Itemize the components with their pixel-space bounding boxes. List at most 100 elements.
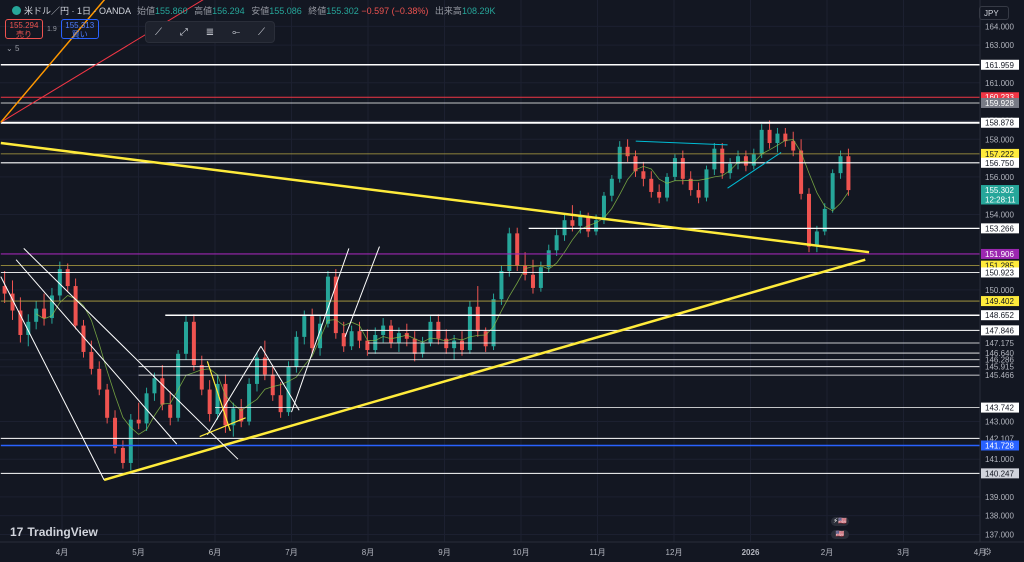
y-tick-label: 164.000 <box>985 22 1014 31</box>
x-tick-label: 4月 <box>974 548 986 557</box>
y-tick-label: 154.000 <box>985 211 1014 220</box>
candle-body <box>586 216 591 232</box>
change-value: −0.597 (−0.38%) <box>361 6 429 16</box>
candle-body <box>657 191 662 198</box>
trend-line-icon[interactable]: ⟋ <box>154 26 162 38</box>
candle-body <box>814 231 819 247</box>
trend-line <box>0 276 105 481</box>
candle-body <box>396 333 401 343</box>
trend-line <box>103 258 866 482</box>
event-flag-icon[interactable]: 🇺🇸 <box>831 530 849 539</box>
candle-body <box>460 340 465 351</box>
price-label: 158.878 <box>985 119 1014 128</box>
candle-body <box>168 404 173 418</box>
candle-body <box>65 269 70 287</box>
candle-body <box>775 133 780 144</box>
candle-body <box>113 417 118 448</box>
sell-label: 売り <box>16 30 32 39</box>
candle-body <box>128 419 133 463</box>
price-label-box <box>981 157 1019 168</box>
horizontal-line-icon[interactable]: ⟜ <box>232 26 241 38</box>
candle-body <box>215 383 220 415</box>
buy-button[interactable]: 155.313 買い <box>60 19 99 39</box>
candle-body <box>412 338 417 354</box>
candle-body <box>696 190 701 198</box>
candle-body <box>199 365 204 390</box>
ray-icon[interactable]: ⤢ <box>179 26 188 38</box>
candle-body <box>641 171 646 179</box>
gear-icon[interactable]: ⚙ <box>983 547 992 558</box>
price-label: 156.750 <box>985 159 1014 168</box>
price-label: 147.846 <box>985 326 1014 335</box>
x-tick-label: 2026 <box>742 548 760 557</box>
trend-line <box>0 0 106 123</box>
price-label: 141.728 <box>985 441 1014 450</box>
candle-body <box>475 306 480 332</box>
candle-body <box>57 269 62 296</box>
candle-body <box>325 276 330 324</box>
price-label: 148.652 <box>985 311 1014 320</box>
price-label: 153.266 <box>985 224 1014 233</box>
candle-body <box>239 408 244 422</box>
price-label: 140.247 <box>985 469 1014 478</box>
candle-body <box>570 220 575 226</box>
candle-body <box>270 374 275 396</box>
candle-body <box>507 233 512 271</box>
candle-body <box>846 156 851 191</box>
x-tick-label: 2月 <box>821 548 833 557</box>
candle-body <box>444 338 449 349</box>
candle-body <box>791 141 796 151</box>
trend-line <box>635 140 728 146</box>
extended-line-icon[interactable]: ⟋ <box>258 26 266 38</box>
candle-body <box>34 308 39 322</box>
candle-body <box>633 156 638 172</box>
price-label-box <box>981 223 1019 234</box>
moving-average-line <box>35 139 849 435</box>
price-label-box <box>981 310 1019 321</box>
currency-label[interactable]: JPY <box>979 6 1009 20</box>
x-tick-label: 3月 <box>897 548 909 557</box>
symbol-title[interactable]: 米ドル／円 · 1日 · OANDA <box>24 6 131 16</box>
candle-body <box>767 129 772 144</box>
price-label-box <box>981 468 1019 479</box>
trend-line <box>0 141 870 254</box>
candle-body <box>89 351 94 369</box>
candle-body <box>2 286 7 294</box>
event-flag-icon[interactable]: ⚡🇺🇸 <box>831 517 849 526</box>
price-label: 157.222 <box>985 150 1014 159</box>
fib-icon[interactable]: ≣ <box>205 26 215 38</box>
candle-body <box>428 321 433 343</box>
x-tick-label: 6月 <box>209 548 221 557</box>
candle-body <box>389 325 394 343</box>
candle-body <box>515 233 520 266</box>
candle-body <box>799 150 804 194</box>
candle-body <box>649 178 654 192</box>
sell-button[interactable]: 155.294 売り <box>5 19 43 39</box>
price-label: 155.302 <box>985 186 1014 195</box>
candle-body <box>554 235 559 251</box>
trend-line <box>206 346 262 435</box>
price-label-box <box>981 402 1019 413</box>
candle-body <box>184 321 189 354</box>
candle-body <box>538 267 543 288</box>
chevron-down-icon: ⌄ <box>6 44 13 53</box>
indicator-toggle[interactable]: ⌄ 5 <box>6 44 19 53</box>
candle-body <box>120 447 125 463</box>
candle-body <box>310 316 315 349</box>
y-tick-label: 145.915 <box>985 363 1014 372</box>
high-value: 156.294 <box>212 6 245 16</box>
y-tick-label: 161.000 <box>985 79 1014 88</box>
spread-value: 1.9 <box>47 25 57 33</box>
candle-body <box>286 366 291 413</box>
buy-label: 買い <box>71 30 88 39</box>
candle-body <box>420 342 425 354</box>
price-label-box <box>981 440 1019 451</box>
x-tick-label: 10月 <box>513 548 530 557</box>
price-label-box <box>981 92 1019 103</box>
candle-body <box>672 158 677 177</box>
candle-body <box>247 383 252 422</box>
candle-body <box>530 274 535 288</box>
candle-body <box>254 357 259 384</box>
